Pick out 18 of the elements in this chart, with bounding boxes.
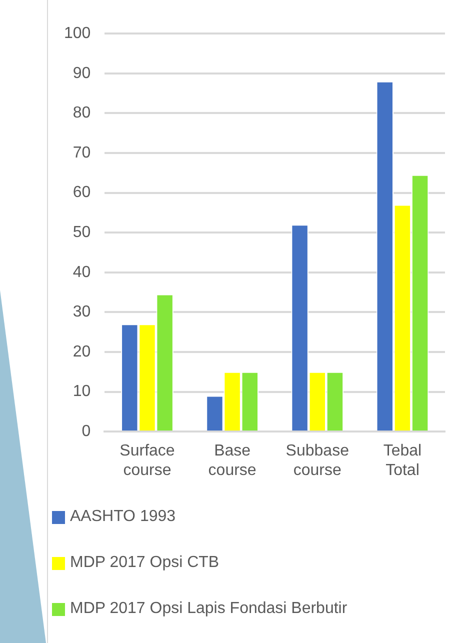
y-tick-label: 40 xyxy=(72,264,91,281)
x-tick-label: Surface course xyxy=(120,442,175,479)
y-tick-label: 30 xyxy=(72,304,91,321)
y-tick-label: 90 xyxy=(72,64,91,82)
y-tick-label: 100 xyxy=(64,25,91,42)
x-tick-label: Base course xyxy=(208,442,256,479)
y-tick-label: 70 xyxy=(72,144,91,162)
x-tick-label: Subbase course xyxy=(286,442,350,479)
legend-label: AASHTO 1993 xyxy=(70,508,176,526)
y-tick-label: 60 xyxy=(72,184,91,202)
y-tick-label: 80 xyxy=(72,104,91,122)
x-tick-label: Tebal Total xyxy=(383,442,422,479)
y-tick-label: 10 xyxy=(72,383,91,400)
y-tick-label: 20 xyxy=(72,343,91,360)
y-tick-label: 0 xyxy=(82,423,91,440)
legend-label: MDP 2017 Opsi CTB xyxy=(70,554,220,572)
legend-label: MDP 2017 Opsi Lapis Fondasi Berbutir xyxy=(70,600,348,618)
y-tick-label: 50 xyxy=(72,224,91,242)
